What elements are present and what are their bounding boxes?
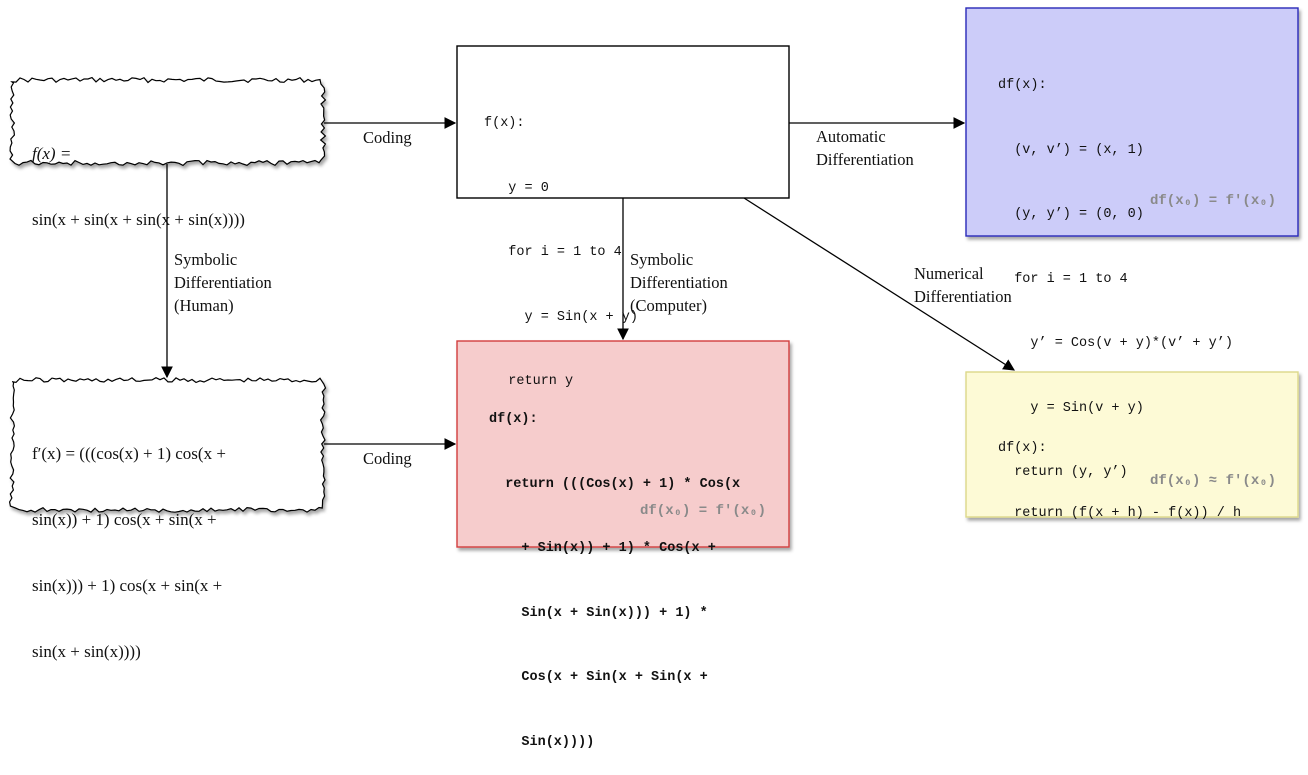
code-function-box — [456, 45, 790, 199]
code-line: df(x): — [489, 412, 538, 427]
code-line: df(x): — [998, 78, 1047, 93]
code-line: return (y, y’) — [998, 465, 1128, 480]
symbolic-code-text: df(x): return (((Cos(x) + 1) * Cos(x + S… — [489, 366, 740, 775]
code-line: y = Sin(v + y) — [998, 400, 1144, 416]
code-line: return (((Cos(x) + 1) * Cos(x — [489, 476, 741, 492]
code-line: Sin(x + Sin(x))) + 1) * — [489, 605, 708, 621]
coding-top-label: Coding — [363, 128, 412, 147]
math-derivative-box — [8, 377, 327, 513]
code-line: Sin(x)))) — [489, 734, 595, 750]
math-derivative-line: sin(x))) + 1) cos(x + sin(x + — [32, 576, 223, 595]
automatic-label: Automatic Differentiation — [816, 127, 914, 169]
numerical-note: df(x₀) ≈ f′(x₀) — [1150, 473, 1277, 489]
math-derivative-text: f′(x) = (((cos(x) + 1) cos(x + sin(x)) +… — [32, 399, 226, 685]
code-line: y = Sin(x + y) — [484, 309, 638, 325]
code-function-text: f(x): y = 0 for i = 1 to 4 y = Sin(x + y… — [484, 70, 638, 414]
code-line: y = 0 — [484, 180, 549, 196]
code-line: (v, v’) = (x, 1) — [998, 142, 1144, 158]
math-derivative-line: f′(x) = (((cos(x) + 1) cos(x + — [32, 444, 226, 463]
numerical-label: Numerical Differentiation — [914, 264, 1012, 306]
math-derivative-line: sin(x)) + 1) cos(x + sin(x + — [32, 510, 217, 529]
math-function-text: f(x) = sin(x + sin(x + sin(x + sin(x)))) — [32, 99, 245, 253]
code-line: df(x): — [998, 441, 1047, 456]
code-line: for i = 1 to 4 — [998, 271, 1128, 287]
symbolic-note: df(x₀) = f′(x₀) — [640, 503, 767, 519]
symbolic-human-label: Symbolic Differentiation (Human) — [174, 250, 272, 315]
numerical-code-text: df(x): return (f(x + h) - f(x)) / h — [998, 395, 1241, 546]
code-line: Cos(x + Sin(x + Sin(x + — [489, 670, 708, 685]
automatic-note: df(x₀) = f′(x₀) — [1150, 193, 1277, 209]
code-line: for i = 1 to 4 — [484, 245, 622, 260]
numerical-arrow — [743, 197, 1015, 371]
code-line: f(x): — [484, 116, 525, 131]
diagram-canvas — [8, 7, 1299, 548]
coding-bottom-label: Coding — [363, 449, 412, 468]
math-function-line: f(x) = — [32, 144, 72, 163]
code-line: return y — [484, 374, 574, 389]
code-line: (y, y’) = (0, 0) — [998, 207, 1144, 222]
math-function-box — [9, 76, 327, 167]
math-derivative-line: sin(x + sin(x)))) — [32, 642, 141, 661]
code-line: return (f(x + h) - f(x)) / h — [998, 505, 1242, 521]
math-function-line: sin(x + sin(x + sin(x + sin(x)))) — [32, 210, 245, 229]
automatic-code-box — [965, 7, 1299, 237]
numerical-code-box — [965, 371, 1299, 518]
symbolic-computer-label: Symbolic Differentiation (Computer) — [630, 250, 728, 315]
symbolic-code-box — [456, 340, 790, 548]
automatic-code-text: df(x): (v, v’) = (x, 1) (y, y’) = (0, 0)… — [998, 32, 1233, 505]
code-line: y’ = Cos(v + y)*(v’ + y’) — [998, 336, 1233, 351]
code-line: + Sin(x)) + 1) * Cos(x + — [489, 541, 716, 556]
